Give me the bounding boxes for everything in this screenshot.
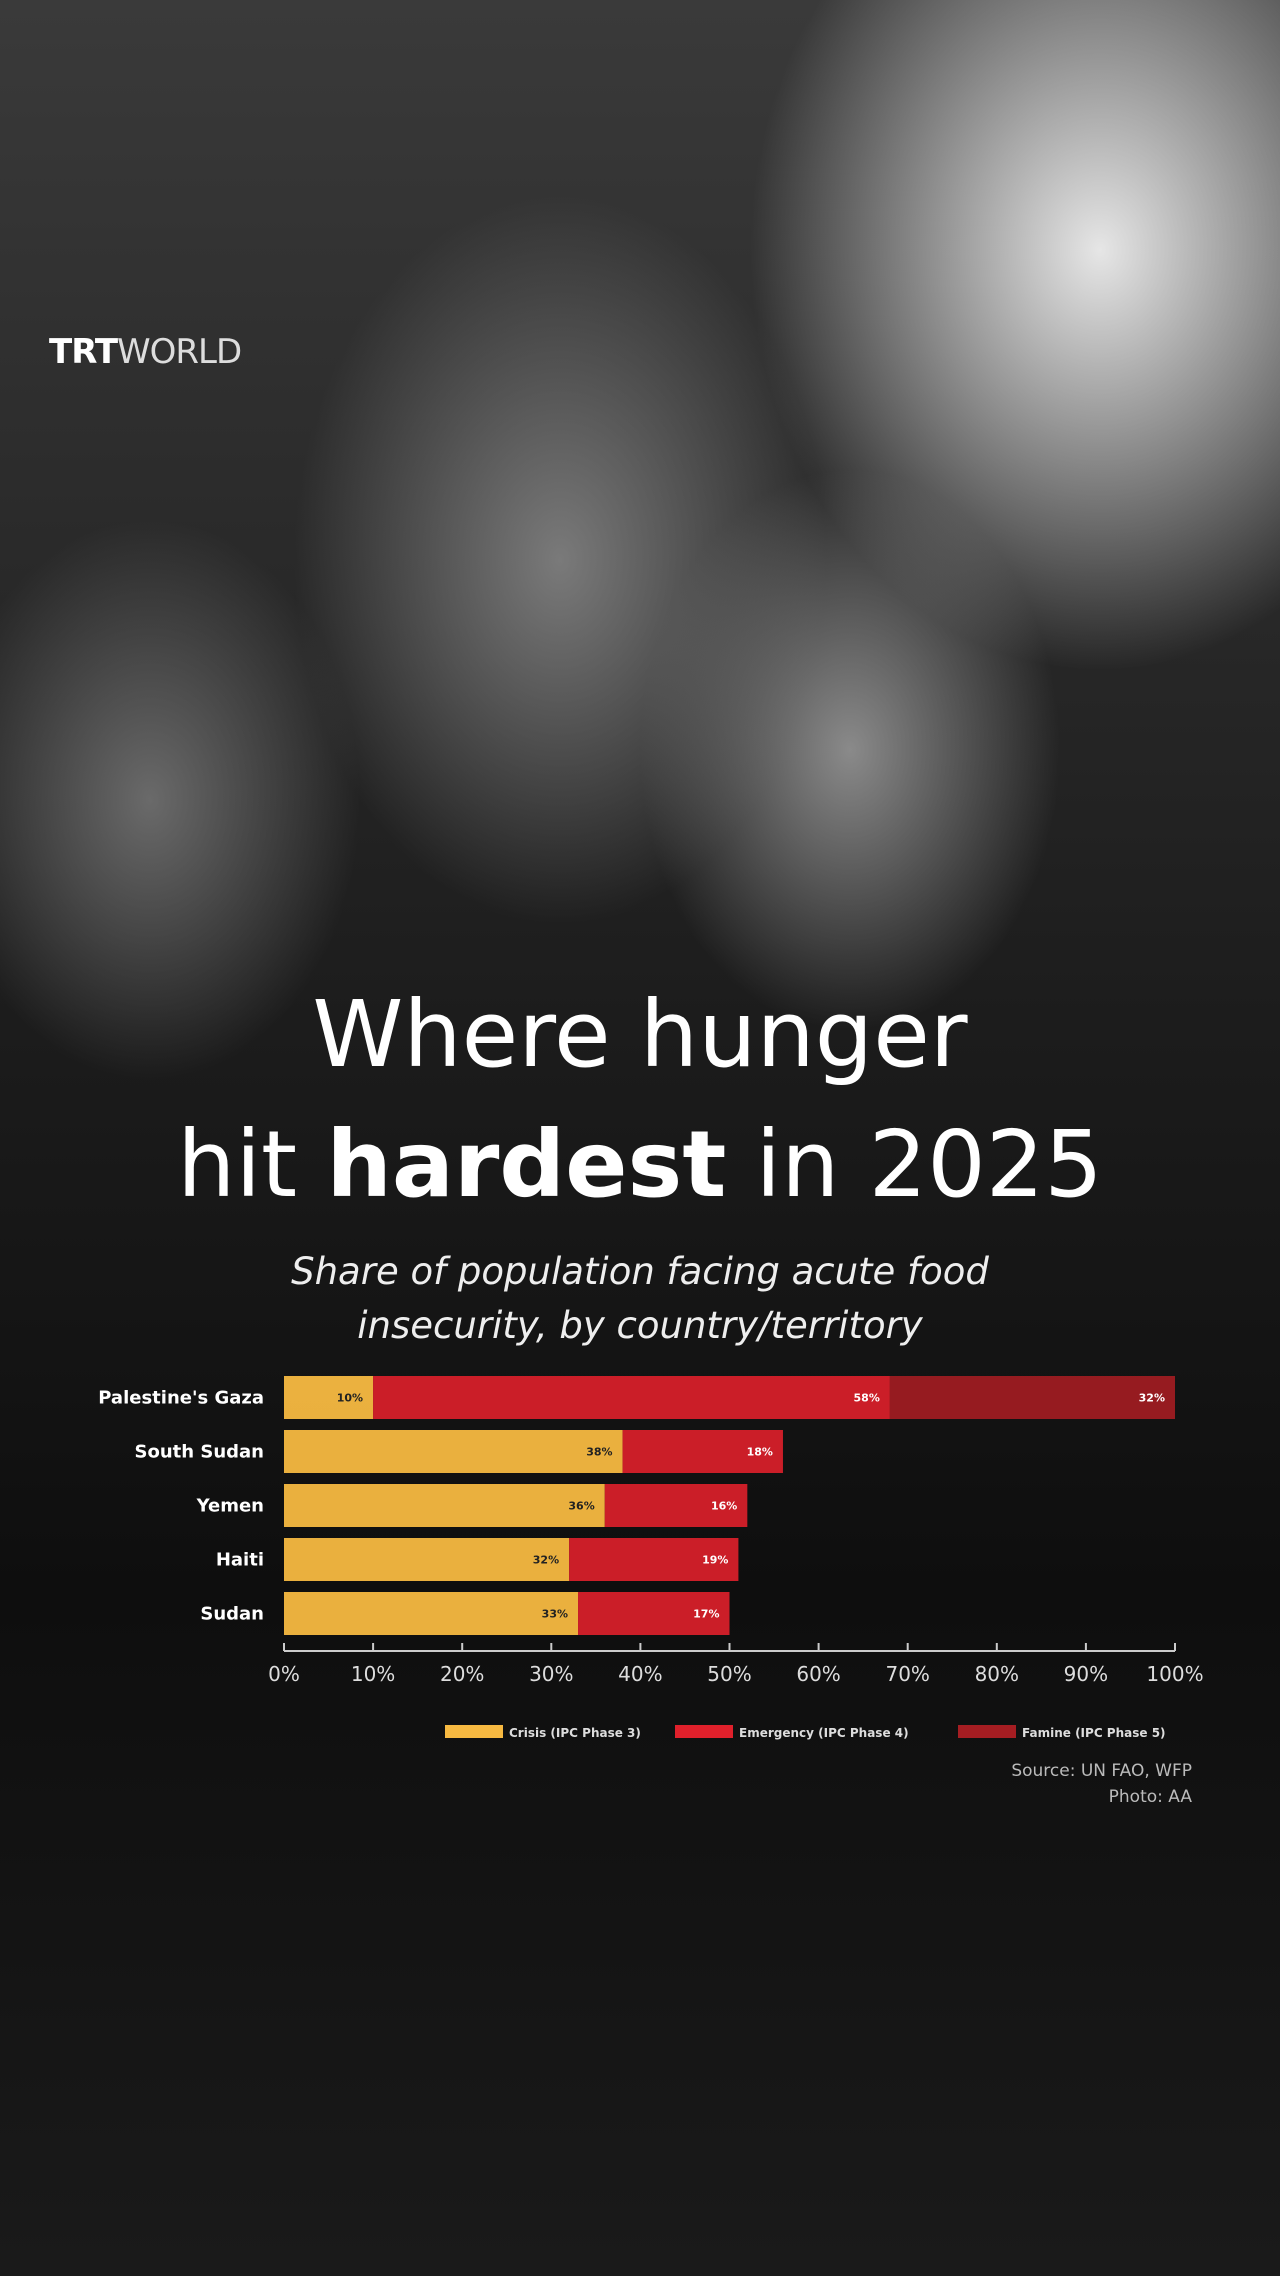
legend-label: Emergency (IPC Phase 4) [739, 1726, 909, 1740]
x-tick-label: 50% [707, 1662, 751, 1686]
x-tick-label: 90% [1064, 1662, 1108, 1686]
x-tick-label: 60% [796, 1662, 840, 1686]
trt-world-logo: TRTWORLD [49, 332, 242, 372]
bar-segment [284, 1538, 570, 1581]
bar-segment [604, 1484, 748, 1527]
bar-segment [373, 1376, 890, 1419]
bar-segment [578, 1592, 730, 1635]
x-tick-label: 20% [440, 1662, 484, 1686]
data-label: 18% [747, 1446, 773, 1459]
legend-label: Famine (IPC Phase 5) [1022, 1726, 1166, 1740]
bar-segment [284, 1376, 374, 1419]
data-label: 19% [702, 1554, 728, 1567]
category-label: South Sudan [135, 1442, 264, 1463]
data-label: 32% [1139, 1392, 1165, 1405]
data-label: 16% [711, 1500, 737, 1513]
legend-swatch [675, 1725, 733, 1738]
legend-swatch [445, 1725, 503, 1738]
page-title: Where hunger hit hardest in 2025 [177, 981, 1103, 1218]
data-label: 32% [533, 1554, 559, 1567]
x-tick-label: 30% [529, 1662, 573, 1686]
x-tick-label: 10% [351, 1662, 395, 1686]
legend-label: Crisis (IPC Phase 3) [509, 1726, 641, 1740]
data-label: 33% [542, 1608, 568, 1621]
bar-segment [889, 1376, 1175, 1419]
bar-segment [284, 1592, 579, 1635]
data-label: 58% [854, 1392, 880, 1405]
x-tick-label: 40% [618, 1662, 662, 1686]
category-label: Palestine's Gaza [98, 1388, 264, 1409]
x-tick-label: 70% [885, 1662, 929, 1686]
category-label: Sudan [200, 1604, 264, 1625]
data-label: 17% [693, 1608, 719, 1621]
bar-segment [622, 1430, 783, 1473]
bar-segment [284, 1430, 623, 1473]
category-label: Haiti [216, 1550, 264, 1571]
x-tick-label: 100% [1146, 1662, 1203, 1686]
data-label: 10% [337, 1392, 363, 1405]
source-note: Source: UN FAO, WFP Photo: AA [1011, 1761, 1192, 1807]
x-tick-label: 80% [975, 1662, 1019, 1686]
bar-segment [569, 1538, 739, 1581]
data-label: 38% [586, 1446, 612, 1459]
x-tick-label: 0% [268, 1662, 300, 1686]
bar-segment [284, 1484, 605, 1527]
category-label: Yemen [196, 1496, 264, 1517]
subtitle: Share of population facing acute food in… [291, 1250, 989, 1347]
legend-swatch [958, 1725, 1016, 1738]
data-label: 36% [568, 1500, 594, 1513]
